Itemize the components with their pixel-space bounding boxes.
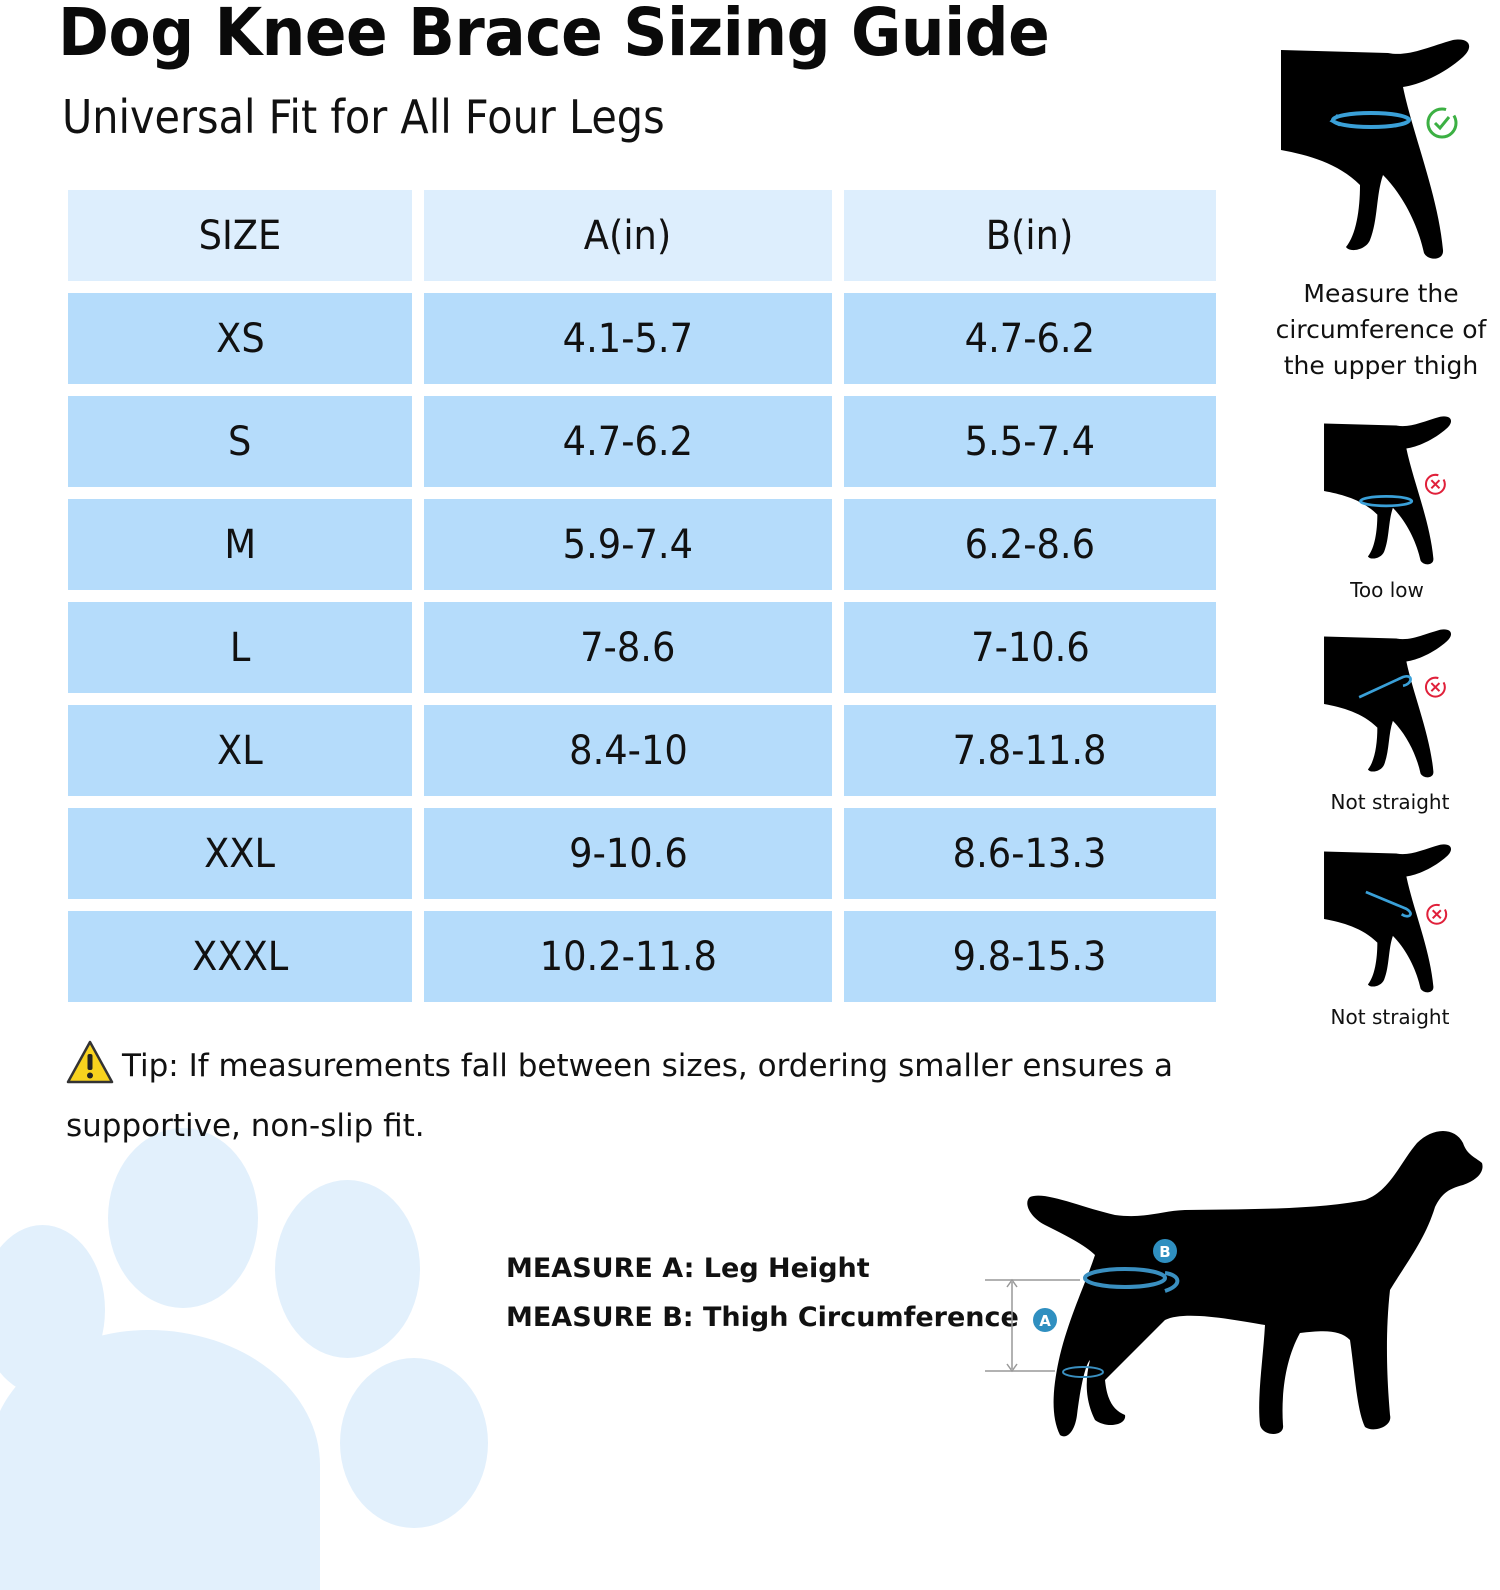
x-circle-icon [1426, 903, 1448, 925]
table-cell-b: 6.2-8.6 [844, 499, 1216, 590]
table-header-b: B(in) [844, 190, 1216, 281]
table-cell-b: 7.8-11.8 [844, 705, 1216, 796]
knee-measure-ring [1062, 1366, 1104, 1378]
x-circle-icon [1424, 676, 1446, 698]
paw-toe [340, 1358, 488, 1528]
table-cell-size: XXL [68, 808, 412, 899]
table-cell-size: S [68, 396, 412, 487]
side-guide-not-straight-caption: Not straight [1330, 1005, 1450, 1029]
table-cell-size: L [68, 602, 412, 693]
side-guide-correct-caption: Measure the circumference of the upper t… [1275, 279, 1487, 380]
table-cell-size: XXXL [68, 911, 412, 1002]
table-cell-b: 8.6-13.3 [844, 808, 1216, 899]
marker-b-icon [1153, 1239, 1177, 1263]
check-circle-icon [1426, 107, 1458, 139]
side-guide-correct-image [1281, 39, 1470, 259]
table-cell-size: XS [68, 293, 412, 384]
table-cell-b: 7-10.6 [844, 602, 1216, 693]
paw-toe [275, 1180, 420, 1358]
table-header-a: A(in) [424, 190, 832, 281]
warning-icon [66, 1040, 114, 1084]
measure-a-label: MEASURE A: Leg Height [506, 1253, 870, 1284]
side-guide-not-straight-caption: Not straight [1330, 790, 1450, 814]
paw-toe [108, 1128, 258, 1308]
table-cell-a: 10.2-11.8 [424, 911, 832, 1002]
page-subtitle: Universal Fit for All Four Legs [62, 90, 665, 144]
table-cell-a: 8.4-10 [424, 705, 832, 796]
table-cell-size: XL [68, 705, 412, 796]
thigh-measure-arrow-icon [1164, 1271, 1180, 1293]
measure-b-label: MEASURE B: Thigh Circumference [506, 1302, 1019, 1333]
table-cell-a: 5.9-7.4 [424, 499, 832, 590]
dog-silhouette [1027, 1131, 1483, 1437]
table-cell-b: 9.8-15.3 [844, 911, 1216, 1002]
tip-text: Tip: If measurements fall between sizes,… [66, 1048, 1173, 1144]
table-cell-a: 4.7-6.2 [424, 396, 832, 487]
page-title: Dog Knee Brace Sizing Guide [58, 0, 1050, 71]
table-cell-a: 9-10.6 [424, 808, 832, 899]
table-header-size: SIZE [68, 190, 412, 281]
side-guide-not-straight-image [1324, 844, 1452, 993]
x-circle-icon [1424, 473, 1446, 495]
paw-pad [0, 1330, 320, 1590]
dog-hindquarter-silhouette [1281, 39, 1470, 259]
svg-text:B: B [1159, 1243, 1170, 1261]
sizing-tip: Tip: If measurements fall between sizes,… [66, 1036, 1206, 1156]
dog-silhouette-diagram: B A [985, 1131, 1483, 1437]
table-cell-a: 7-8.6 [424, 602, 832, 693]
table-cell-b: 5.5-7.4 [844, 396, 1216, 487]
size-table: SIZE A(in) B(in) XS 4.1-5.7 4.7-6.2 S 4.… [68, 190, 1216, 1002]
table-cell-b: 4.7-6.2 [844, 293, 1216, 384]
table-cell-size: M [68, 499, 412, 590]
table-cell-a: 4.1-5.7 [424, 293, 832, 384]
side-guide-too-low-image [1324, 416, 1452, 565]
side-guide-too-low-caption: Too low [1350, 578, 1424, 602]
svg-text:A: A [1039, 1312, 1051, 1330]
side-guide-not-straight-image [1324, 629, 1452, 778]
marker-a-icon [1033, 1308, 1057, 1332]
thigh-measure-ring [1083, 1267, 1167, 1289]
